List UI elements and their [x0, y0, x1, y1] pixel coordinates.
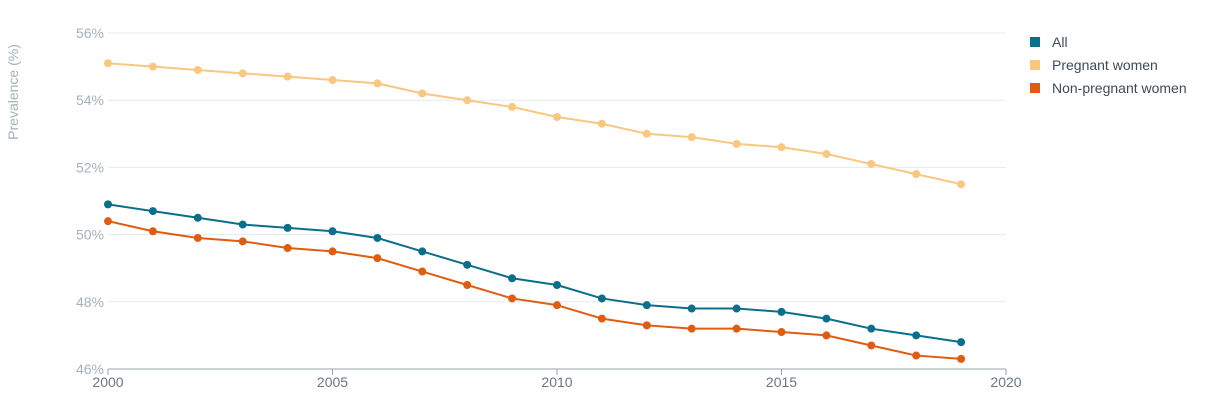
series-layer	[104, 59, 966, 363]
data-point-non-pregnant-women[interactable]	[283, 244, 292, 253]
legend: All Pregnant women Non-pregnant women	[1030, 30, 1187, 99]
data-point-all[interactable]	[328, 227, 337, 236]
grid-lines	[108, 32, 1006, 303]
legend-item-pregnant-women[interactable]: Pregnant women	[1030, 53, 1187, 76]
data-point-non-pregnant-women[interactable]	[148, 227, 157, 236]
data-point-all[interactable]	[238, 220, 247, 229]
y-tick-label: 52%	[76, 159, 104, 175]
data-point-all[interactable]	[687, 304, 696, 313]
data-point-pregnant-women[interactable]	[553, 113, 561, 121]
data-point-non-pregnant-women[interactable]	[597, 314, 606, 323]
x-tick-label: 2005	[317, 374, 348, 390]
data-point-non-pregnant-women[interactable]	[418, 267, 427, 276]
data-point-non-pregnant-women[interactable]	[193, 233, 202, 242]
y-tick-label: 54%	[76, 92, 104, 108]
legend-swatch-all	[1030, 36, 1040, 47]
series-line-all	[107, 203, 962, 344]
data-point-pregnant-women[interactable]	[822, 149, 831, 158]
data-point-pregnant-women[interactable]	[193, 65, 202, 74]
data-point-pregnant-women[interactable]	[328, 76, 337, 85]
data-point-non-pregnant-women[interactable]	[642, 321, 651, 330]
series-line-pregnant-women	[107, 62, 962, 186]
data-point-all[interactable]	[283, 223, 292, 232]
data-point-all[interactable]	[957, 338, 966, 347]
data-point-pregnant-women[interactable]	[238, 69, 247, 78]
data-point-pregnant-women[interactable]	[104, 59, 112, 68]
data-point-all[interactable]	[508, 274, 517, 283]
data-point-non-pregnant-women[interactable]	[508, 294, 517, 303]
data-point-non-pregnant-women[interactable]	[463, 281, 472, 289]
x-tick-label: 2020	[990, 374, 1021, 390]
data-point-all[interactable]	[463, 260, 472, 269]
data-point-non-pregnant-women[interactable]	[687, 324, 696, 333]
x-tick-label: 2010	[541, 374, 572, 390]
data-point-non-pregnant-women[interactable]	[732, 324, 741, 333]
data-point-pregnant-women[interactable]	[463, 96, 472, 105]
data-point-pregnant-women[interactable]	[508, 102, 517, 111]
data-point-all[interactable]	[777, 307, 786, 316]
data-point-all[interactable]	[732, 304, 741, 313]
data-point-all[interactable]	[867, 324, 876, 333]
data-point-non-pregnant-women[interactable]	[867, 341, 876, 350]
data-point-pregnant-women[interactable]	[912, 170, 921, 179]
data-point-all[interactable]	[373, 233, 382, 242]
series-all	[104, 200, 966, 347]
data-point-non-pregnant-women[interactable]	[328, 247, 337, 256]
series-pregnant-women	[104, 59, 966, 189]
data-point-pregnant-women[interactable]	[687, 133, 696, 142]
data-point-all[interactable]	[553, 281, 561, 289]
x-tick-label: 2000	[92, 374, 123, 390]
y-tick-label: 48%	[76, 294, 104, 310]
data-point-pregnant-women[interactable]	[373, 79, 382, 88]
data-point-non-pregnant-women[interactable]	[373, 254, 382, 263]
y-tick-label: 46%	[76, 361, 104, 377]
data-point-pregnant-women[interactable]	[867, 160, 876, 169]
axes: 46% 48% 50% 52% 54% 56% 2000 2005 2010 2015 2020	[76, 25, 1022, 390]
x-tick-label: 2015	[766, 374, 797, 390]
data-point-all[interactable]	[822, 314, 831, 323]
data-point-all[interactable]	[104, 200, 112, 209]
data-point-pregnant-women[interactable]	[642, 129, 651, 138]
y-axis-label: Prevalence (%)	[5, 44, 21, 140]
data-point-all[interactable]	[418, 247, 427, 256]
data-point-non-pregnant-women[interactable]	[777, 328, 786, 337]
data-point-all[interactable]	[193, 213, 202, 222]
y-tick-label: 50%	[76, 227, 104, 243]
series-line-non-pregnant-women	[107, 220, 962, 360]
data-point-non-pregnant-women[interactable]	[822, 331, 831, 340]
data-point-non-pregnant-women[interactable]	[104, 217, 112, 226]
legend-item-all[interactable]: All	[1030, 30, 1187, 53]
data-point-pregnant-women[interactable]	[777, 143, 786, 152]
legend-swatch-non-pregnant-women	[1030, 82, 1040, 93]
y-tick-label: 56%	[76, 25, 104, 41]
legend-item-non-pregnant-women[interactable]: Non-pregnant women	[1030, 76, 1187, 99]
data-point-pregnant-women[interactable]	[957, 180, 966, 189]
data-point-non-pregnant-women[interactable]	[553, 301, 561, 310]
data-point-all[interactable]	[148, 207, 157, 216]
data-point-all[interactable]	[597, 294, 606, 303]
data-point-all[interactable]	[912, 331, 921, 340]
data-point-pregnant-women[interactable]	[418, 89, 427, 98]
data-point-non-pregnant-women[interactable]	[957, 354, 966, 363]
legend-label-pregnant-women: Pregnant women	[1052, 56, 1158, 73]
series-non-pregnant-women	[104, 217, 966, 363]
data-point-non-pregnant-women[interactable]	[238, 237, 247, 246]
data-point-all[interactable]	[642, 301, 651, 310]
legend-label-non-pregnant-women: Non-pregnant women	[1052, 79, 1187, 96]
legend-swatch-pregnant-women	[1030, 59, 1040, 70]
legend-label-all: All	[1052, 33, 1068, 50]
data-point-non-pregnant-women[interactable]	[912, 351, 921, 360]
data-point-pregnant-women[interactable]	[732, 139, 741, 148]
data-point-pregnant-women[interactable]	[148, 62, 157, 71]
data-point-pregnant-women[interactable]	[597, 119, 606, 128]
data-point-pregnant-women[interactable]	[283, 72, 292, 81]
